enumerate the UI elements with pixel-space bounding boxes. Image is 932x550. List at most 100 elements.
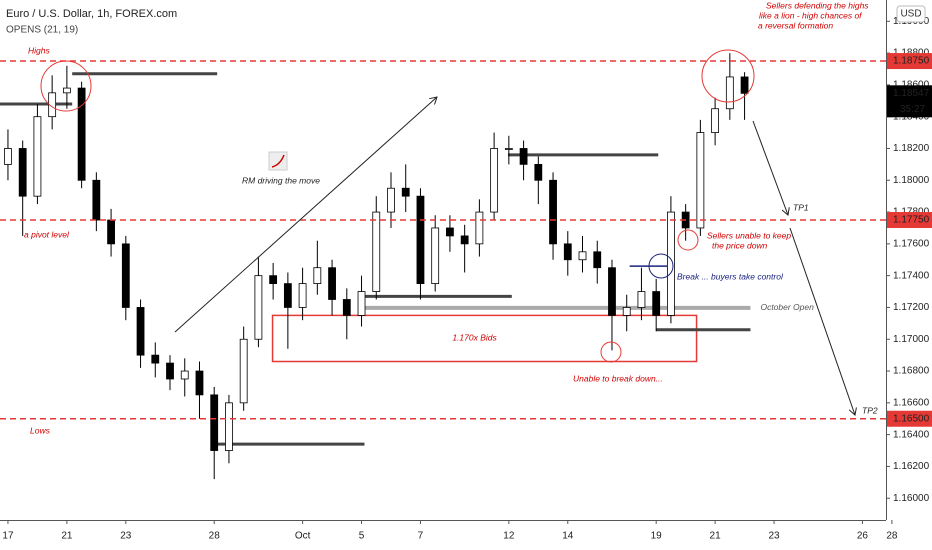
highlight-circle [40,60,92,112]
annotation: a pivot level [24,229,70,239]
candle-body [416,195,425,285]
candle-body [667,211,675,316]
candle-body [549,179,557,245]
level-label: 1.16500 [893,413,930,424]
candle-body [372,211,381,292]
candle-body [637,291,646,308]
candle-body [711,108,720,133]
x-tick-label: 26 [857,531,869,542]
candle-body [195,370,204,396]
annotation: Sellers unable to keep [707,230,791,240]
candle-body [740,76,749,94]
arrow [174,97,437,333]
x-tick-label: 28 [209,531,221,542]
plot-area: 1.170x Bids [0,53,886,480]
candle-body [298,283,307,308]
candle-body [696,132,705,229]
level-tag [887,53,932,70]
x-tick-label: 7 [418,531,424,542]
x-tick-label: 23 [120,531,132,542]
annotation: Highs [28,45,50,55]
level-tag [887,212,932,229]
candle-body [563,243,572,261]
highlight-circle [648,253,674,279]
annotation: TP1 [793,202,809,212]
annotation: TP2 [862,405,878,415]
candle-body [504,148,513,150]
candle-body [62,87,71,94]
currency[interactable]: USD [900,9,921,20]
level-label: 1.18750 [893,56,930,67]
candle-body [225,402,233,451]
candle-body [283,283,292,308]
bids-label: 1.170x Bids [452,333,497,343]
y-tick-label: 1.18200 [893,143,930,154]
candle-body [460,235,469,245]
y-tick-label: 1.16800 [893,366,930,377]
chart-title: Euro / U.S. Dollar, 1h, FOREX.com [6,8,177,20]
candle-body [151,354,160,364]
y-tick-label: 1.18600 [893,80,930,91]
candle-body [107,219,115,245]
candle-body [357,291,366,316]
candle-body [92,179,101,221]
annotation: Sellers defending the highs [766,0,869,10]
last-price-tag [887,85,932,118]
annotation: the price down [712,240,768,250]
y-tick-label: 1.17200 [893,302,930,313]
level-label: 1.17750 [893,215,930,226]
candle-body [4,148,12,165]
axes: 1.190001.188001.186001.184001.182001.180… [2,16,932,542]
bids-box [271,314,698,363]
highlight-circle [677,229,699,251]
x-tick-label: 21 [61,531,73,542]
x-tick-label: 14 [562,531,574,542]
y-tick-label: 1.18000 [893,175,930,186]
candle-body [401,187,410,197]
october-open-label: October Open [760,302,814,312]
candle-body [519,148,528,165]
candle-body [313,267,322,285]
candle-body [475,211,484,245]
candle-body [446,227,454,237]
candle-body [608,267,616,316]
candle-body [166,362,174,380]
candle-body [254,275,263,340]
x-tick-label: 5 [359,531,365,542]
candle-body [652,291,661,316]
x-tick-label: 21 [710,531,722,542]
annotation: Unable to break down... [573,373,663,383]
annotation: like a lion - high chances of [759,10,863,20]
candle-body [328,267,336,300]
candle-body [534,163,543,181]
countdown: 35:27 [900,104,925,115]
highlight-circle [701,49,755,103]
y-tick-label: 1.16600 [893,397,930,408]
indicator-label: OPENS (21, 19) [6,25,78,36]
candle-body [121,243,130,308]
y-tick-label: 1.16200 [893,461,930,472]
candle-body [136,307,145,356]
arrow [789,227,855,415]
y-tick-label: 1.17000 [893,334,930,345]
candle-body [387,187,395,213]
y-tick-label: 1.17600 [893,239,930,250]
x-tick-label: 12 [503,531,515,542]
arrow [752,120,788,215]
icon [268,151,288,171]
y-tick-label: 1.16000 [893,493,930,504]
candle-body [593,251,602,269]
candle-body [269,275,278,285]
candle-body [578,251,587,261]
candle-body [431,227,440,285]
candle-body [725,76,734,110]
currency-button[interactable] [896,5,926,23]
candle-body [180,370,189,380]
y-tick-label: 1.17400 [893,270,930,281]
candle-body [622,307,631,316]
candle-body [239,338,248,404]
x-tick-label: 23 [768,531,780,542]
annotation: RM driving the move [242,175,320,185]
x-tick-label: 17 [2,531,14,542]
